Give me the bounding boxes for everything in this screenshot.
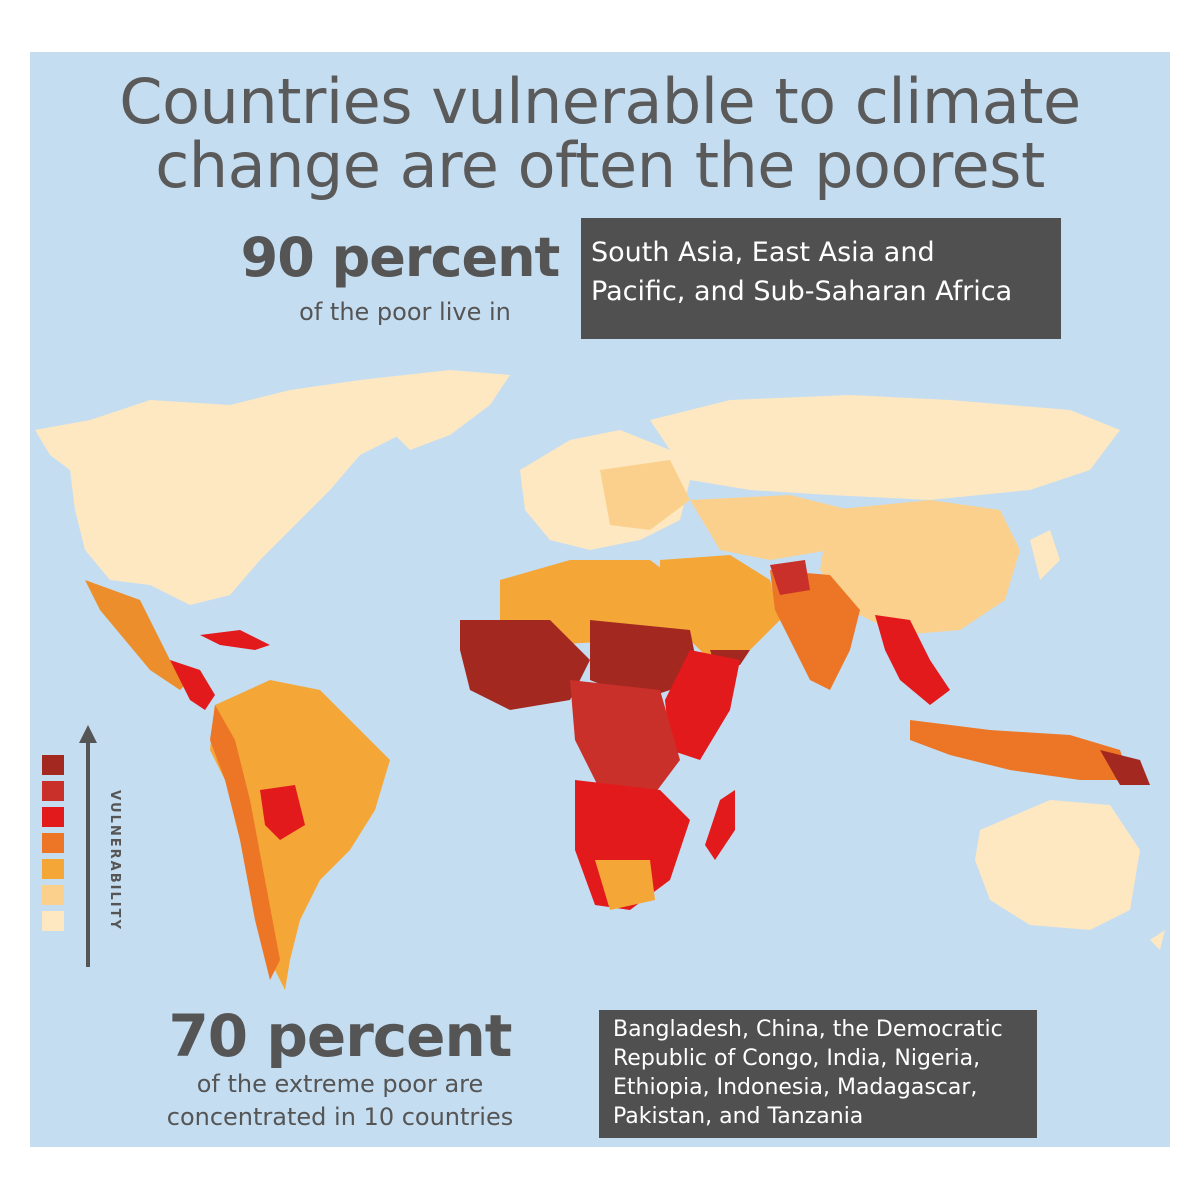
greenland-region <box>360 370 510 450</box>
southeast-asia-region <box>875 615 950 705</box>
south-africa-region <box>595 860 655 910</box>
countries-box-line-1: Bangladesh, China, the Democratic <box>613 1017 1003 1042</box>
legend-swatch-6 <box>42 885 64 905</box>
regions-box-line-2: Pacific, and Sub-Saharan Africa <box>591 276 1013 307</box>
east-africa-region <box>665 650 740 760</box>
legend-swatch-4 <box>42 833 64 853</box>
south-america-region <box>210 680 390 990</box>
afghanistan-region <box>770 560 810 595</box>
japan-region <box>1030 530 1060 580</box>
countries-box-line-4: Pakistan, and Tanzania <box>613 1104 864 1129</box>
legend-swatch-2 <box>42 781 64 801</box>
vulnerability-axis-label: VULNERABILITY <box>100 790 130 931</box>
north-america-region <box>35 375 500 605</box>
countries-box-line-3: Ethiopia, Indonesia, Madagascar, <box>613 1075 978 1100</box>
stat-90-percent: 90 percent <box>240 226 561 289</box>
world-map <box>35 370 1165 990</box>
madagascar-region <box>705 790 735 860</box>
legend-swatch-7 <box>42 911 64 931</box>
new-zealand-region <box>1150 930 1165 950</box>
countries-box-line-2: Republic of Congo, India, Nigeria, <box>613 1046 981 1071</box>
countries-box: Bangladesh, China, the Democratic Republ… <box>599 1010 1037 1138</box>
mexico-region <box>85 580 190 690</box>
title-line-1: Countries vulnerable to climate <box>119 65 1081 138</box>
china-region <box>820 500 1020 635</box>
regions-box: South Asia, East Asia and Pacific, and S… <box>581 218 1061 339</box>
stat-70-subtitle-line-2: concentrated in 10 countries <box>166 1103 514 1131</box>
stat-70-percent: 70 percent <box>168 1002 512 1070</box>
russia-region <box>650 395 1120 500</box>
title-line-2: change are often the poorest <box>155 129 1045 202</box>
arrow-up-icon <box>79 725 97 967</box>
regions-box-line-1: South Asia, East Asia and <box>591 237 935 268</box>
south-asia-region <box>770 570 860 690</box>
stat-70-subtitle-line-1: of the extreme poor are <box>196 1070 484 1098</box>
caribbean-region <box>200 630 270 650</box>
west-africa-region <box>460 620 590 710</box>
vulnerability-legend <box>42 755 64 937</box>
central-asia-region <box>690 495 850 560</box>
andes-region <box>210 705 280 980</box>
bolivia-region <box>260 785 305 840</box>
vulnerability-label-text: VULNERABILITY <box>107 790 122 931</box>
legend-swatch-3 <box>42 807 64 827</box>
indonesia-region <box>910 720 1130 780</box>
legend-swatch-5 <box>42 859 64 879</box>
sahel-region <box>590 620 700 700</box>
australia-region <box>975 800 1140 930</box>
eastern-europe-region <box>600 460 690 530</box>
central-africa-region <box>570 680 680 800</box>
legend-swatch-1 <box>42 755 64 775</box>
papua-region <box>1100 750 1150 785</box>
central-america-region <box>170 660 215 710</box>
stat-90-subtitle: of the poor live in <box>299 298 511 326</box>
